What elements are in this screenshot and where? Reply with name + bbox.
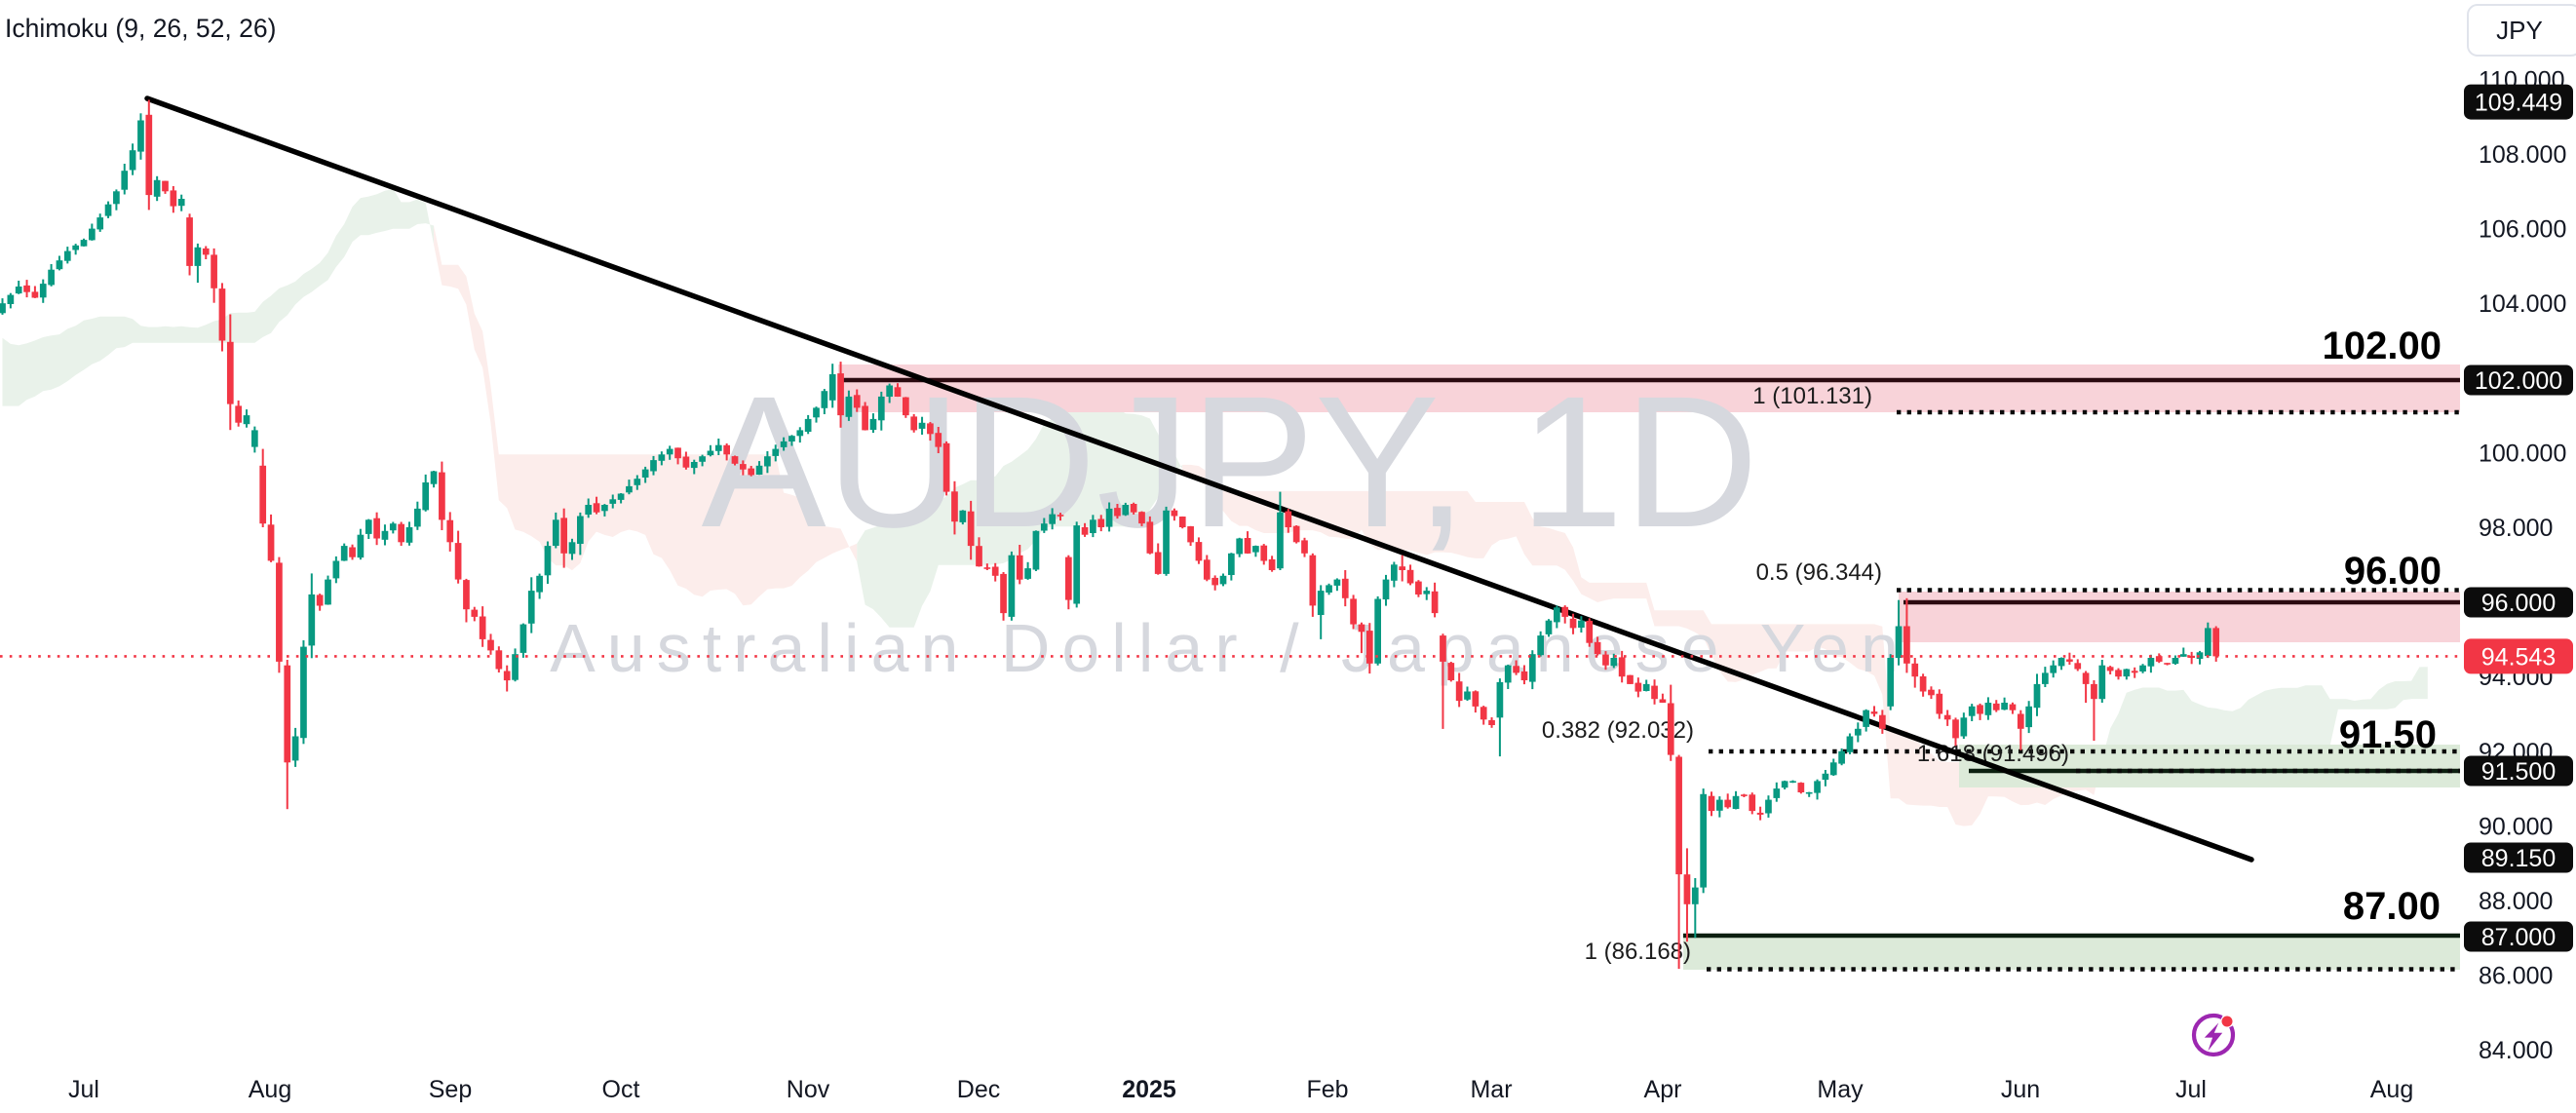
svg-text:0.5 (96.344): 0.5 (96.344)	[1756, 559, 1882, 586]
svg-text:Nov: Nov	[787, 1076, 830, 1103]
svg-text:Oct: Oct	[602, 1076, 640, 1103]
svg-text:100.000: 100.000	[2479, 440, 2566, 467]
svg-text:90.000: 90.000	[2479, 813, 2553, 840]
svg-text:96.00: 96.00	[2344, 550, 2441, 593]
svg-text:87.000: 87.000	[2481, 924, 2556, 951]
svg-text:Apr: Apr	[1644, 1076, 1682, 1103]
svg-text:102.000: 102.000	[2475, 367, 2562, 395]
svg-text:Australian Dollar / Japanese Y: Australian Dollar / Japanese Yen	[550, 610, 1910, 686]
svg-text:109.449: 109.449	[2475, 90, 2562, 117]
svg-text:108.000: 108.000	[2479, 141, 2566, 169]
svg-text:AUDJPY, 1D: AUDJPY, 1D	[702, 357, 1759, 566]
svg-text:102.00: 102.00	[2323, 325, 2441, 367]
svg-text:Feb: Feb	[1306, 1076, 1348, 1103]
svg-text:1 (101.131): 1 (101.131)	[1752, 383, 1872, 409]
svg-text:Jul: Jul	[2175, 1076, 2207, 1103]
svg-text:May: May	[1817, 1076, 1864, 1103]
svg-text:106.000: 106.000	[2479, 216, 2566, 244]
svg-text:84.000: 84.000	[2479, 1037, 2553, 1064]
svg-text:Aug: Aug	[2370, 1076, 2413, 1103]
svg-text:1 (86.168): 1 (86.168)	[1585, 939, 1691, 965]
svg-text:Jul: Jul	[68, 1076, 99, 1103]
svg-text:2025: 2025	[1122, 1076, 1176, 1103]
svg-text:Jun: Jun	[2001, 1076, 2040, 1103]
svg-text:91.500: 91.500	[2481, 758, 2556, 786]
svg-text:91.50: 91.50	[2339, 713, 2437, 756]
svg-text:Sep: Sep	[429, 1076, 472, 1103]
svg-text:Mar: Mar	[1470, 1076, 1512, 1103]
svg-text:JPY: JPY	[2496, 16, 2543, 45]
svg-text:96.000: 96.000	[2481, 590, 2556, 617]
svg-text:89.150: 89.150	[2481, 845, 2556, 872]
svg-text:94.543: 94.543	[2481, 643, 2556, 671]
svg-text:Aug: Aug	[249, 1076, 291, 1103]
svg-text:104.000: 104.000	[2479, 290, 2566, 318]
svg-text:Dec: Dec	[957, 1076, 1000, 1103]
svg-text:98.000: 98.000	[2479, 515, 2553, 542]
svg-text:88.000: 88.000	[2479, 888, 2553, 915]
svg-text:87.00: 87.00	[2343, 885, 2441, 928]
svg-text:Ichimoku (9, 26, 52, 26): Ichimoku (9, 26, 52, 26)	[5, 14, 276, 43]
svg-text:86.000: 86.000	[2479, 963, 2553, 990]
